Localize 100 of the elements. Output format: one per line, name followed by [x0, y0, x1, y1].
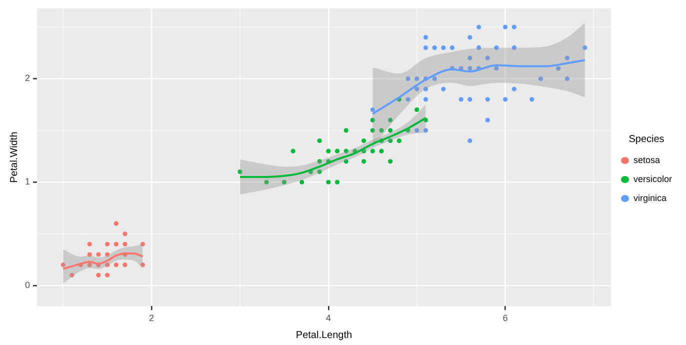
point [361, 138, 366, 144]
point [370, 148, 375, 154]
point [344, 128, 348, 133]
point [60, 262, 66, 268]
point [344, 148, 348, 154]
point [388, 159, 393, 164]
point [388, 128, 393, 133]
point [468, 35, 472, 40]
point [512, 86, 516, 92]
line-series [62, 252, 144, 270]
point [564, 76, 570, 82]
point [105, 242, 110, 246]
point [441, 86, 446, 92]
point [512, 45, 516, 50]
point [494, 66, 499, 71]
point [432, 45, 437, 50]
point [122, 242, 128, 246]
point [468, 66, 472, 71]
point [538, 76, 543, 82]
x-tick-label: 6 [502, 313, 508, 324]
point [122, 232, 128, 236]
point [423, 128, 428, 133]
point [326, 180, 331, 184]
point [290, 148, 296, 154]
y-tick-label: 0 [24, 280, 30, 290]
point [503, 97, 508, 102]
point [530, 97, 534, 102]
point [334, 180, 340, 184]
line-series [372, 59, 586, 115]
point [450, 45, 455, 50]
point [432, 76, 437, 82]
y-axis-title: Petal.Width [8, 132, 20, 183]
point [105, 272, 110, 278]
point [503, 24, 508, 30]
point [564, 56, 570, 60]
point [414, 76, 420, 82]
point [87, 242, 92, 246]
point [441, 45, 446, 50]
point [388, 138, 393, 144]
point [485, 97, 490, 102]
point [105, 252, 110, 257]
point [485, 56, 490, 60]
point [70, 272, 74, 278]
point [406, 97, 410, 102]
legend-label: virginica [633, 192, 667, 203]
legend-label: versicolor [633, 174, 672, 184]
y-tick-label: 2 [24, 73, 30, 84]
point [317, 169, 322, 174]
point [140, 242, 145, 246]
point [96, 252, 101, 257]
point [87, 252, 92, 257]
point [414, 107, 420, 112]
point [582, 45, 588, 50]
x-tick-label: 2 [149, 313, 154, 324]
point [476, 45, 482, 50]
point [414, 86, 420, 92]
point [423, 45, 428, 50]
x-tick-label: 4 [326, 313, 331, 324]
point [140, 262, 145, 268]
point [458, 97, 464, 102]
point [114, 221, 118, 226]
point [344, 159, 348, 164]
point [468, 97, 472, 102]
point [361, 159, 366, 164]
point [414, 128, 420, 133]
point [326, 148, 331, 154]
legend-label: setosa [633, 154, 660, 165]
point [370, 128, 375, 133]
point [396, 138, 402, 144]
point [114, 262, 118, 268]
point [370, 118, 375, 122]
point [494, 45, 499, 50]
point [238, 169, 242, 174]
point [122, 262, 128, 268]
point [423, 97, 428, 102]
point [379, 148, 384, 154]
point [317, 138, 322, 144]
point [388, 118, 393, 122]
point [485, 118, 490, 122]
point [96, 272, 101, 278]
point [300, 180, 304, 184]
point [282, 180, 286, 184]
line-series [238, 117, 427, 178]
point [512, 24, 516, 30]
point [317, 159, 322, 164]
x-axis-title: Petal.Length [296, 330, 352, 341]
legend-title: Species [628, 134, 664, 145]
point [556, 66, 561, 71]
point [334, 148, 340, 154]
point [105, 262, 110, 268]
point [114, 242, 118, 246]
point [423, 86, 428, 92]
point [476, 24, 482, 30]
point [370, 107, 375, 112]
point [468, 56, 472, 60]
point [379, 128, 384, 133]
point [468, 138, 472, 144]
y-tick-label: 1 [24, 176, 30, 187]
point [264, 180, 269, 184]
point [423, 35, 428, 40]
